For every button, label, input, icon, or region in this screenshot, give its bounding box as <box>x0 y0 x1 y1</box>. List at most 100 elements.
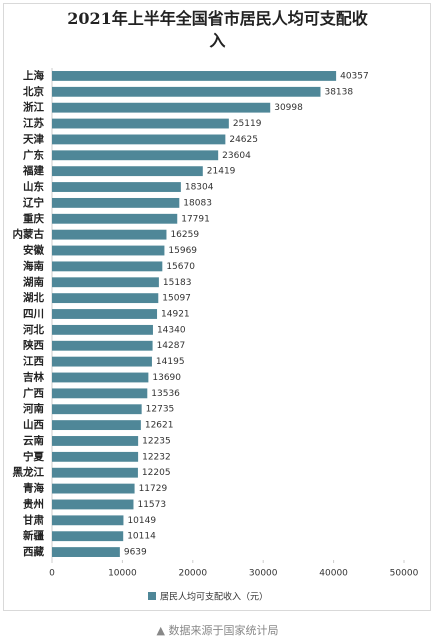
bar <box>52 324 153 335</box>
value-label: 18083 <box>183 198 212 208</box>
bar <box>52 547 120 557</box>
y-tick-label: 辽宁 <box>23 196 44 209</box>
y-tick-label: 宁夏 <box>23 450 44 463</box>
bar <box>52 451 139 462</box>
bar <box>52 197 180 208</box>
y-tick-label: 四川 <box>23 308 44 320</box>
y-tick-label: 云南 <box>23 434 44 447</box>
value-label: 14195 <box>156 357 185 367</box>
x-tick-label: 50000 <box>390 569 419 579</box>
y-tick-label: 新疆 <box>23 529 44 542</box>
bar <box>52 515 124 526</box>
y-tick-label: 青海 <box>23 482 44 495</box>
value-label: 40357 <box>340 71 369 81</box>
value-label: 13690 <box>152 373 181 383</box>
bar <box>52 261 163 272</box>
y-tick-label: 甘肃 <box>23 513 44 526</box>
bar <box>52 309 158 319</box>
bar <box>52 166 203 177</box>
value-label: 15097 <box>162 294 191 304</box>
value-label: 38138 <box>324 87 353 97</box>
value-label: 14287 <box>157 341 186 351</box>
y-tick-label: 山东 <box>23 180 44 193</box>
value-label: 12235 <box>142 436 171 446</box>
legend-swatch <box>148 592 156 600</box>
chart: 0 10000 20000 30000 40000 50000 上海 40357 北京 38138… <box>13 68 419 603</box>
value-label: 13536 <box>151 389 180 399</box>
bar <box>52 229 167 240</box>
y-tick-label: 浙江 <box>23 101 44 114</box>
value-label: 12232 <box>142 452 171 462</box>
y-tick-label: 北京 <box>23 85 44 98</box>
bar <box>52 340 153 351</box>
y-tick-label: 江苏 <box>23 117 44 130</box>
legend-label: 居民人均可支配收入（元） <box>160 591 268 603</box>
value-label: 18304 <box>185 183 214 193</box>
bar <box>52 213 178 224</box>
x-tick-label: 0 <box>49 569 55 579</box>
bar <box>52 134 226 145</box>
bar <box>52 118 229 129</box>
y-tick-label: 福建 <box>22 164 44 177</box>
value-label: 14340 <box>157 325 186 335</box>
value-label: 11729 <box>139 484 168 494</box>
y-tick-label: 西藏 <box>23 545 44 558</box>
value-label: 25119 <box>233 119 262 129</box>
y-tick-label: 山西 <box>23 418 44 431</box>
bar <box>52 420 141 431</box>
bar <box>52 150 219 161</box>
value-label: 14921 <box>161 310 190 320</box>
chart-frame <box>3 3 431 611</box>
bar <box>52 372 149 383</box>
source-note: ▲ 数据来源于国家统计局 <box>156 624 279 637</box>
y-tick-label: 陕西 <box>23 339 44 352</box>
y-tick-label: 吉林 <box>23 370 44 383</box>
bar <box>52 102 271 113</box>
bar <box>52 356 152 367</box>
value-label: 9639 <box>124 548 147 558</box>
y-tick-label: 重庆 <box>23 212 44 225</box>
value-label: 12621 <box>145 421 174 431</box>
value-label: 21419 <box>207 167 236 177</box>
bar <box>52 531 124 542</box>
y-tick-label: 海南 <box>23 259 44 272</box>
bar <box>52 71 337 81</box>
bar <box>52 293 159 304</box>
y-tick-label: 湖南 <box>23 275 44 288</box>
value-label: 15670 <box>166 262 195 272</box>
bar <box>52 182 181 192</box>
y-tick-label: 河北 <box>23 323 44 336</box>
bar <box>52 467 138 478</box>
value-label: 15969 <box>168 246 197 256</box>
chart-title: 2021年上半年全国省市居民人均可支配收入 <box>67 9 368 50</box>
bar <box>52 404 142 415</box>
x-tick-label: 40000 <box>319 569 348 579</box>
y-tick-label: 湖北 <box>23 291 44 304</box>
bar <box>52 245 165 256</box>
x-tick-label: 20000 <box>178 569 207 579</box>
bar <box>52 388 148 399</box>
value-label: 30998 <box>274 103 303 113</box>
bar <box>52 499 134 510</box>
value-label: 17791 <box>181 214 210 224</box>
y-tick-label: 安徽 <box>23 244 44 257</box>
y-tick-label: 上海 <box>23 69 44 82</box>
value-label: 10114 <box>127 532 156 542</box>
y-tick-label: 河南 <box>23 402 44 415</box>
y-tick-label: 江西 <box>23 355 44 368</box>
x-tick-label: 10000 <box>108 569 137 579</box>
value-label: 16259 <box>170 230 199 240</box>
y-tick-label: 黑龙江 <box>13 466 45 479</box>
value-label: 12205 <box>142 468 171 478</box>
value-label: 12735 <box>146 405 175 415</box>
value-label: 24625 <box>229 135 258 145</box>
bar <box>52 483 135 494</box>
x-tick-label: 30000 <box>249 569 278 579</box>
y-tick-label: 贵州 <box>23 497 44 510</box>
bar <box>52 86 321 97</box>
value-label: 10149 <box>127 516 156 526</box>
value-label: 15183 <box>163 278 192 288</box>
y-tick-label: 广西 <box>23 386 44 399</box>
y-tick-label: 天津 <box>23 132 44 145</box>
